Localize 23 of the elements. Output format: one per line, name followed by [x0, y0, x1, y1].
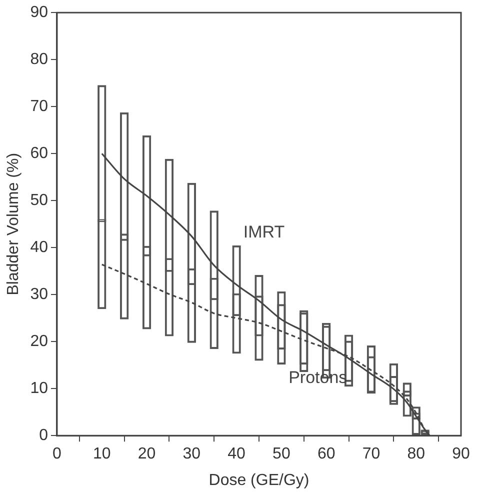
x-tick-label: 0 — [52, 446, 62, 463]
y-tick-label: 40 — [30, 239, 48, 256]
x-tick-label: 60 — [317, 446, 336, 463]
x-tick-label: 70 — [362, 446, 380, 463]
y-tick-label: 50 — [30, 192, 48, 210]
y-tick-label: 90 — [30, 4, 48, 22]
y-tick-label: 70 — [30, 98, 48, 116]
y-tick-label: 30 — [30, 286, 48, 304]
x-tick-label: 10 — [92, 446, 111, 463]
y-axis-title: Bladder Volume (%) — [5, 152, 22, 296]
y-tick-label: 20 — [30, 333, 48, 350]
x-tick-label: 90 — [452, 446, 470, 463]
y-tick-label: 0 — [39, 427, 48, 444]
x-tick-label: 50 — [272, 446, 290, 463]
x-axis-title: Dose (GE/Gy) — [208, 472, 310, 489]
text: IMRT — [243, 222, 285, 242]
y-tick-label: 60 — [30, 145, 48, 162]
y-tick-label: 80 — [30, 51, 48, 68]
x-tick-label: 20 — [138, 446, 156, 463]
x-tick-label: 80 — [407, 446, 426, 463]
x-tick-label: 30 — [182, 446, 201, 463]
y-tick-label: 10 — [30, 380, 48, 398]
x-tick-label: 40 — [228, 446, 246, 463]
